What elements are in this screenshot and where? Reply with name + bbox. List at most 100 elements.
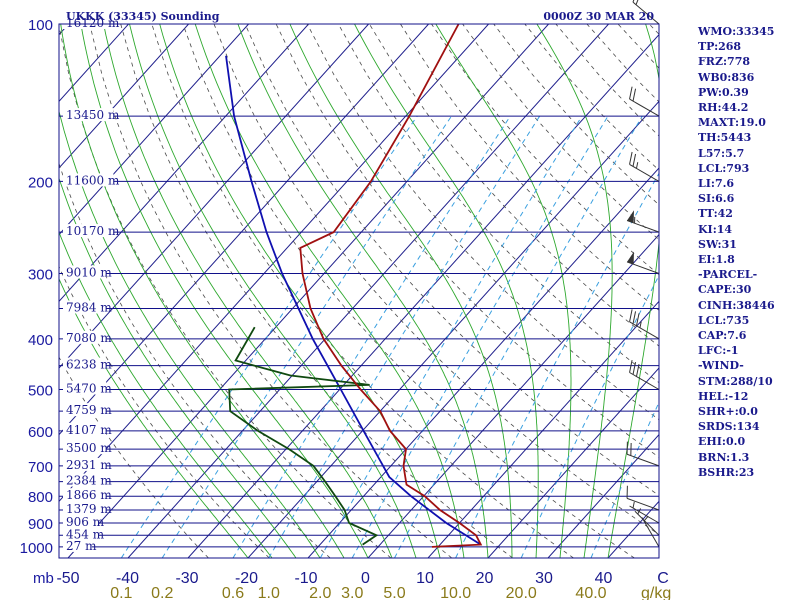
wind-barb (629, 151, 660, 182)
height-label-bg (63, 224, 114, 238)
sounding-index-item: KI:14 (698, 222, 733, 236)
moist-adiabat-line (103, 24, 393, 558)
mixing-ratio-tick-labels: 0.1 0.2 0.6 1.0 2.0 3.0 5.0 10.0 20.0 40.0 (110, 585, 606, 600)
height-label-bg (63, 538, 92, 552)
isotherm-line (247, 100, 659, 558)
temperature-tick-label: -10 (294, 570, 317, 587)
height-label: 454 m (66, 527, 105, 541)
moist-adiabat-line (59, 231, 273, 558)
temperature-profile-line (299, 24, 483, 548)
plot-frame (58, 23, 660, 559)
isotherm-line (59, 24, 249, 236)
temperature-tick-label: 40 (595, 570, 613, 587)
height-label: 10170 m (66, 224, 120, 238)
sounding-index-item: LFC:-1 (698, 344, 739, 358)
height-label-bg (63, 457, 107, 471)
dry-adiabat-line (244, 24, 659, 496)
isotherm-line (487, 367, 659, 558)
pressure-tick-label: 300 (28, 266, 53, 283)
moist-adiabat-line (289, 24, 513, 558)
height-label: 4759 m (66, 403, 112, 417)
height-label-bg (63, 502, 107, 516)
height-label: 7080 m (66, 331, 112, 345)
height-label: 1866 m (66, 488, 112, 502)
isotherm-line (59, 24, 369, 369)
moist-adiabat-line (129, 24, 417, 558)
dewpoint-profile-line (228, 326, 379, 546)
temperature-tick-label: 0 (361, 570, 370, 587)
height-label: 1379 m (66, 502, 112, 516)
isotherm-line (59, 24, 309, 303)
sounding-index-item: BSHR:23 (698, 465, 755, 479)
wind-barb (629, 86, 660, 117)
height-label: 7984 m (66, 301, 112, 315)
moist-adiabat-line (80, 24, 369, 558)
temperature-tick-label: -50 (56, 570, 79, 587)
chart-time: 0000Z 30 MAR 20 (543, 10, 654, 23)
sounding-indices-panel: WMO:33345 TP:268 FRZ:778 WB0:836 PW:0.39 RH:4… (698, 24, 798, 480)
height-label-bg (63, 403, 107, 417)
wind-barb (626, 251, 660, 274)
chart-title: UKKK (33345) Sounding (66, 10, 220, 23)
pressure-unit-label: mb (33, 570, 54, 587)
height-label-bg (63, 16, 114, 29)
height-label-bg (63, 300, 107, 314)
moist-adiabat-line (354, 24, 539, 558)
isotherm-lines (59, 24, 659, 558)
temperature-tick-label: -40 (116, 570, 139, 587)
mixing-ratio-tick-label: 0.6 (222, 585, 244, 600)
temperature-tick-label: C (657, 570, 669, 587)
isotherm-line (427, 300, 659, 558)
wind-barb (641, 515, 660, 548)
height-label-bg (63, 441, 107, 455)
height-label: 16120 m (66, 16, 120, 30)
wind-barbs (626, 0, 660, 548)
dry-adiabat-line (59, 265, 270, 558)
mixing-ratio-tick-label: 0.2 (151, 585, 173, 600)
mixing-ratio-line (268, 115, 541, 558)
sounding-index-item: HEL:-12 (698, 389, 749, 403)
height-labels: 16120 m 13450 m 11600 m 10170 m 9010 m 7984 m… (63, 16, 120, 553)
sounding-index-item: -PARCEL- (698, 268, 758, 282)
sounding-index-item: SI:6.6 (698, 192, 735, 206)
wind-barb (629, 309, 660, 340)
sounding-index-item: WB0:836 (698, 70, 755, 84)
height-label: 2384 m (66, 474, 112, 488)
pressure-tick-label: 900 (28, 516, 53, 533)
moist-adiabat-line (194, 24, 465, 558)
height-label-bg (63, 527, 99, 541)
height-label: 4107 m (66, 423, 112, 437)
sounding-index-item: FRZ:778 (698, 55, 751, 69)
sounding-index-item: EHI:0.0 (698, 435, 746, 449)
dry-adiabat-line (151, 24, 574, 558)
height-label-bg (63, 473, 107, 487)
temperature-tick-label: 10 (416, 570, 434, 587)
dry-adiabat-line (89, 24, 453, 558)
sounding-index-item: LCL:735 (698, 313, 750, 327)
dry-adiabat-line (337, 24, 659, 384)
height-label: 2931 m (66, 458, 112, 472)
temperature-tick-label: 20 (476, 570, 494, 587)
mixing-ratio-tick-label: 5.0 (383, 585, 405, 600)
isobar-lines (59, 23, 659, 548)
height-label-bg (63, 381, 107, 395)
moist-adiabat-line (59, 277, 249, 558)
sounding-index-item: -WIND- (698, 359, 744, 373)
isotherm-line (59, 24, 69, 36)
sounding-index-item: WMO:33345 (698, 25, 775, 38)
mixing-ratio-tick-label: 40.0 (575, 585, 606, 600)
sounding-index-item: BRN:1.3 (698, 450, 750, 464)
pressure-tick-label: 200 (28, 174, 53, 191)
wind-barb (629, 501, 660, 524)
dry-adiabat-line (59, 162, 331, 558)
temperature-tick-label: 30 (535, 570, 553, 587)
height-label-bg (63, 422, 107, 436)
height-label-bg (63, 330, 107, 344)
height-label: 11600 m (66, 173, 120, 187)
pressure-tick-label: 500 (28, 383, 53, 400)
sounding-index-item: LI:7.6 (698, 177, 735, 191)
moist-adiabat-line (159, 24, 441, 558)
mixing-ratio-tick-label: 2.0 (309, 585, 331, 600)
height-label-bg (63, 514, 99, 528)
